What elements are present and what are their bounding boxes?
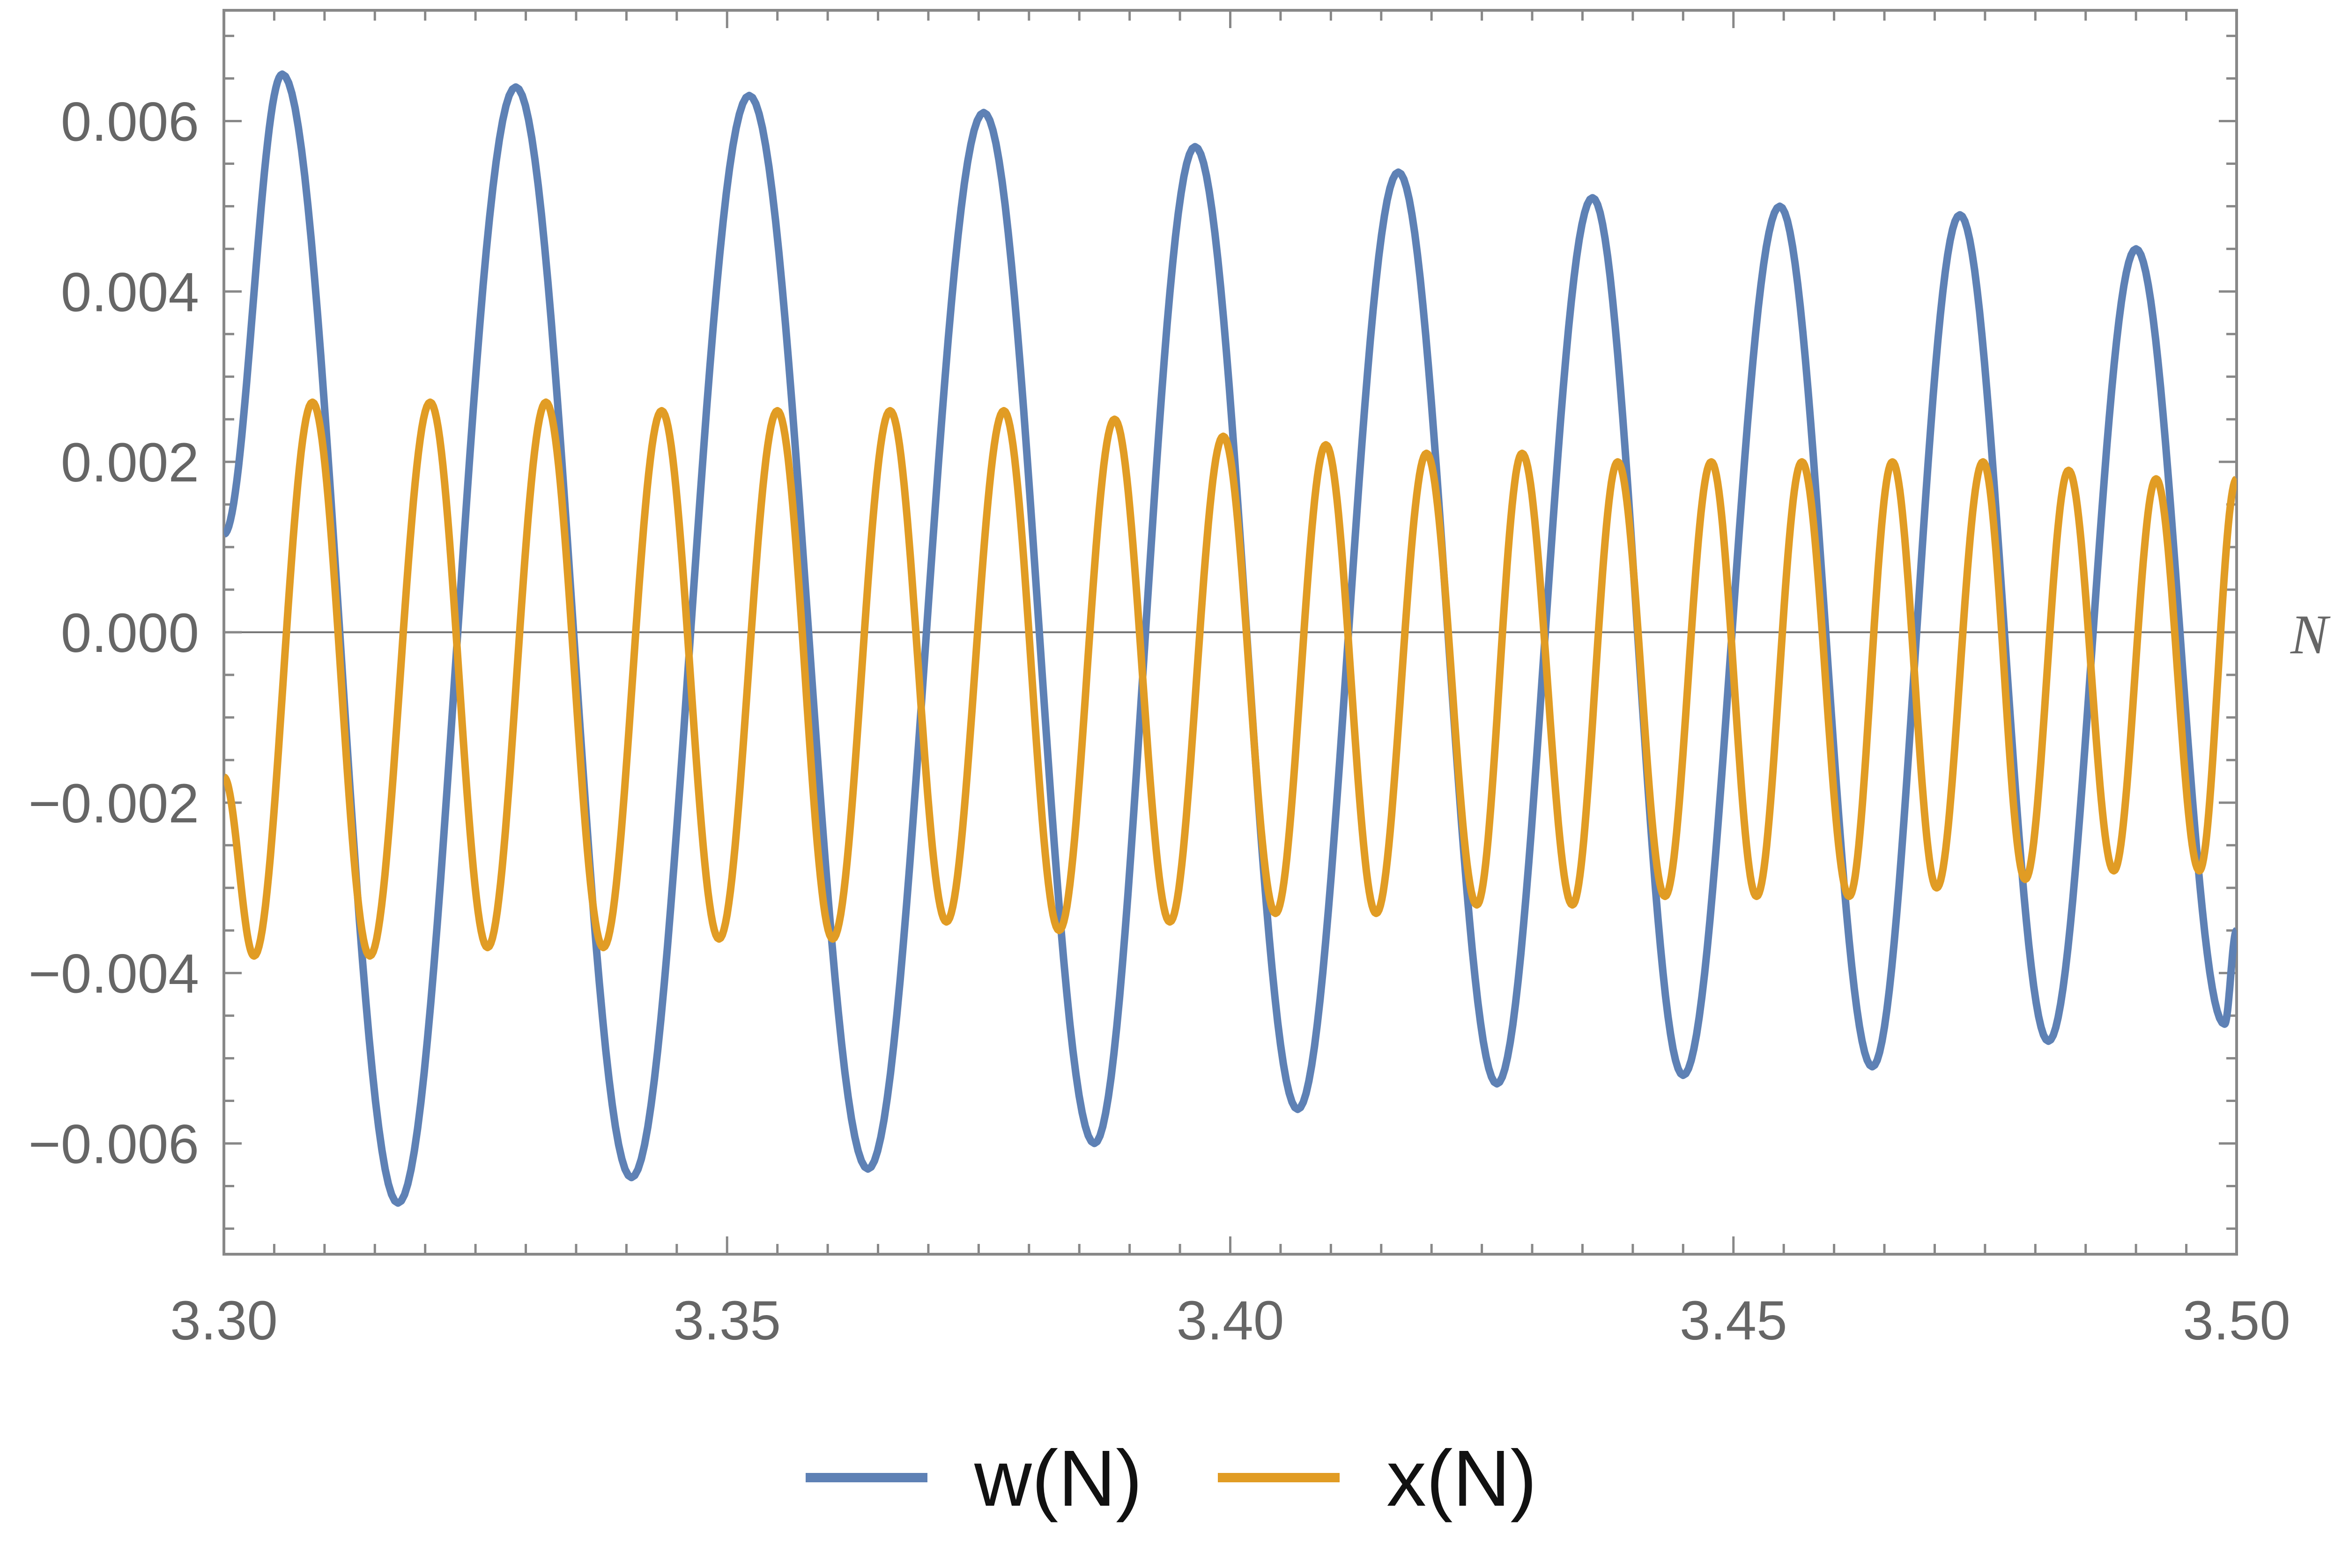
x-tick-label: 3.30 bbox=[170, 1290, 278, 1352]
y-tick-label: 0.006 bbox=[61, 91, 199, 153]
y-tick-label: 0.000 bbox=[61, 602, 199, 664]
series-line-xn bbox=[224, 398, 2237, 960]
x-tick-label: 3.50 bbox=[2183, 1290, 2290, 1352]
legend-label-xn: x(N) bbox=[1386, 1434, 1537, 1523]
y-tick-label: −0.004 bbox=[29, 943, 199, 1005]
axes: 3.30 3.35 3.40 3.45 3.50 0.006 0.004 0.002 0.000… bbox=[29, 9, 2331, 1352]
y-tick-label: −0.006 bbox=[29, 1114, 199, 1176]
x-tick-label: 3.45 bbox=[1680, 1290, 1787, 1352]
series-lines bbox=[224, 70, 2237, 1207]
y-tick-label: −0.002 bbox=[29, 773, 199, 835]
legend-label-wn: w(N) bbox=[974, 1434, 1142, 1523]
x-axis-label: N bbox=[2290, 603, 2331, 666]
y-tick-label: 0.004 bbox=[61, 261, 199, 323]
x-tick-label: 3.40 bbox=[1177, 1290, 1284, 1352]
x-tick-label: 3.35 bbox=[673, 1290, 781, 1352]
y-tick-label: 0.002 bbox=[61, 432, 199, 494]
series-line-wn bbox=[224, 70, 2237, 1207]
legend: w(N) x(N) bbox=[806, 1434, 1537, 1523]
